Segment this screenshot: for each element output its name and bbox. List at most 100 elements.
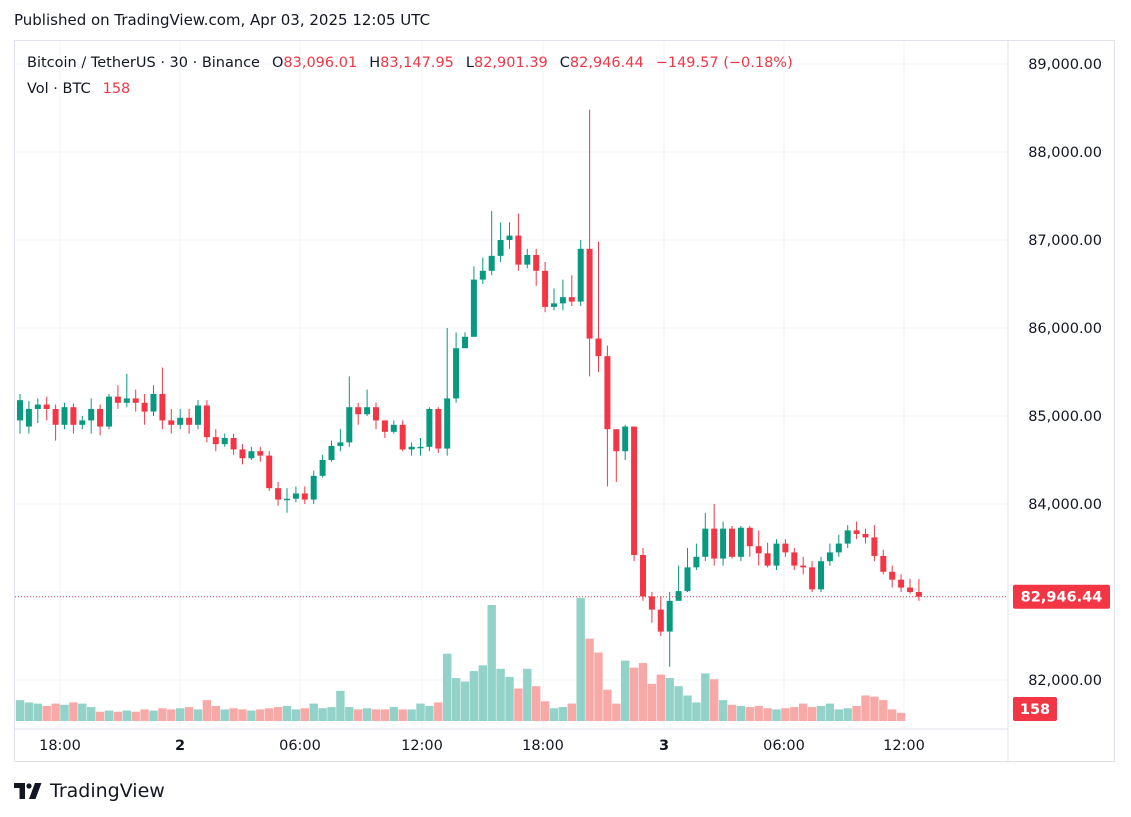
volume-bar [879,700,888,721]
volume-bar [184,707,194,721]
volume-bar [309,703,318,721]
y-tick-label: 89,000.00 [1028,57,1102,73]
volume-tag: 158 [1020,702,1050,718]
candle-body [239,449,246,459]
volume-bar [282,705,292,721]
volume-bar [621,660,630,721]
low-value: 82,901.39 [473,55,548,71]
candle-body [61,407,68,425]
volume-bar [158,708,167,721]
volume-bar [505,676,514,721]
candle-body [488,255,495,271]
candle-body [693,556,700,568]
volume-bar [256,709,265,721]
candle-body [720,528,727,559]
x-tick-label: 12:00 [883,738,925,754]
volume-bar [674,686,683,721]
volume-bar [852,705,861,721]
candle-body [497,240,504,256]
candle-body [889,571,896,580]
volume-bar [122,710,131,721]
volume-bar [594,652,603,721]
candle-body [373,407,379,421]
candle-body [408,446,415,450]
candle-body [666,600,673,632]
candle-body [470,279,477,337]
candle-body [506,235,513,240]
y-tick-label: 82,000.00 [1028,673,1102,689]
volume-bar [33,703,42,721]
candle-body [800,565,807,568]
candle-body [791,552,798,566]
candle-body [871,537,878,556]
symbol-label[interactable]: Bitcoin / TetherUS · 30 · Binance [27,55,260,71]
volume-bar [229,708,238,721]
candle-body [435,408,442,449]
candle-body [853,530,860,534]
candle-body [586,248,593,339]
volume-bar [665,678,674,721]
last-price-tag-bg [1013,584,1110,609]
candle-body [462,336,468,349]
candle-body [898,579,905,588]
candle-body [684,567,691,592]
candle-body [595,338,602,357]
volume-bar [425,705,434,721]
volume-bar [532,686,541,721]
x-tick-label: 2 [175,738,185,754]
volume-legend: Vol · BTC 158 [27,81,130,97]
volume-bar [265,708,274,721]
volume-bar [683,695,692,721]
candle-body [52,408,59,425]
tradingview-logo[interactable]: TradingView [14,780,165,802]
tradingview-logo-icon [14,783,42,799]
candle-body [675,591,682,601]
volume-bar [888,709,897,721]
candle-body [862,533,869,538]
candle-body [381,420,388,432]
candle-body [640,555,646,597]
volume-bar [380,709,390,721]
high-label: H [369,55,381,71]
volume-bar [220,709,229,721]
candle-body [648,596,655,610]
candle-body [310,475,317,500]
candle-body [212,437,219,445]
volume-label[interactable]: Vol · BTC [27,81,91,97]
volume-bar [113,711,123,721]
volume-bar [416,703,425,721]
volume-bar [612,703,621,721]
volume-bar [799,703,808,721]
candle-body [177,417,184,425]
volume-bar [167,709,176,721]
volume-bar [95,711,105,721]
candle-body [764,553,771,566]
volume-bar [15,700,25,721]
volume-bar [389,707,398,721]
volume-bar [398,709,407,721]
x-tick-label: 06:00 [279,738,321,754]
volume-bar [487,604,496,721]
volume-bar [291,709,301,721]
volume-value: 158 [102,81,131,97]
candle-body [390,424,397,432]
candle-body [915,592,922,597]
volume-bar [60,704,69,721]
candle-body [631,426,638,556]
volume-bar [318,708,327,721]
candle-body [221,438,228,445]
open-value: 83,096.01 [283,55,358,71]
volume-bar [825,703,835,721]
candle-body [34,404,41,409]
volume-bar [772,709,781,721]
candle-body [782,543,789,553]
candle-body [702,528,709,557]
candle-body [292,493,299,499]
volume-bar [451,678,461,721]
candle-body [79,420,86,425]
volume-bar [362,708,372,721]
candle-body [844,530,851,544]
volume-bar [647,683,657,721]
candle-body [301,493,308,500]
